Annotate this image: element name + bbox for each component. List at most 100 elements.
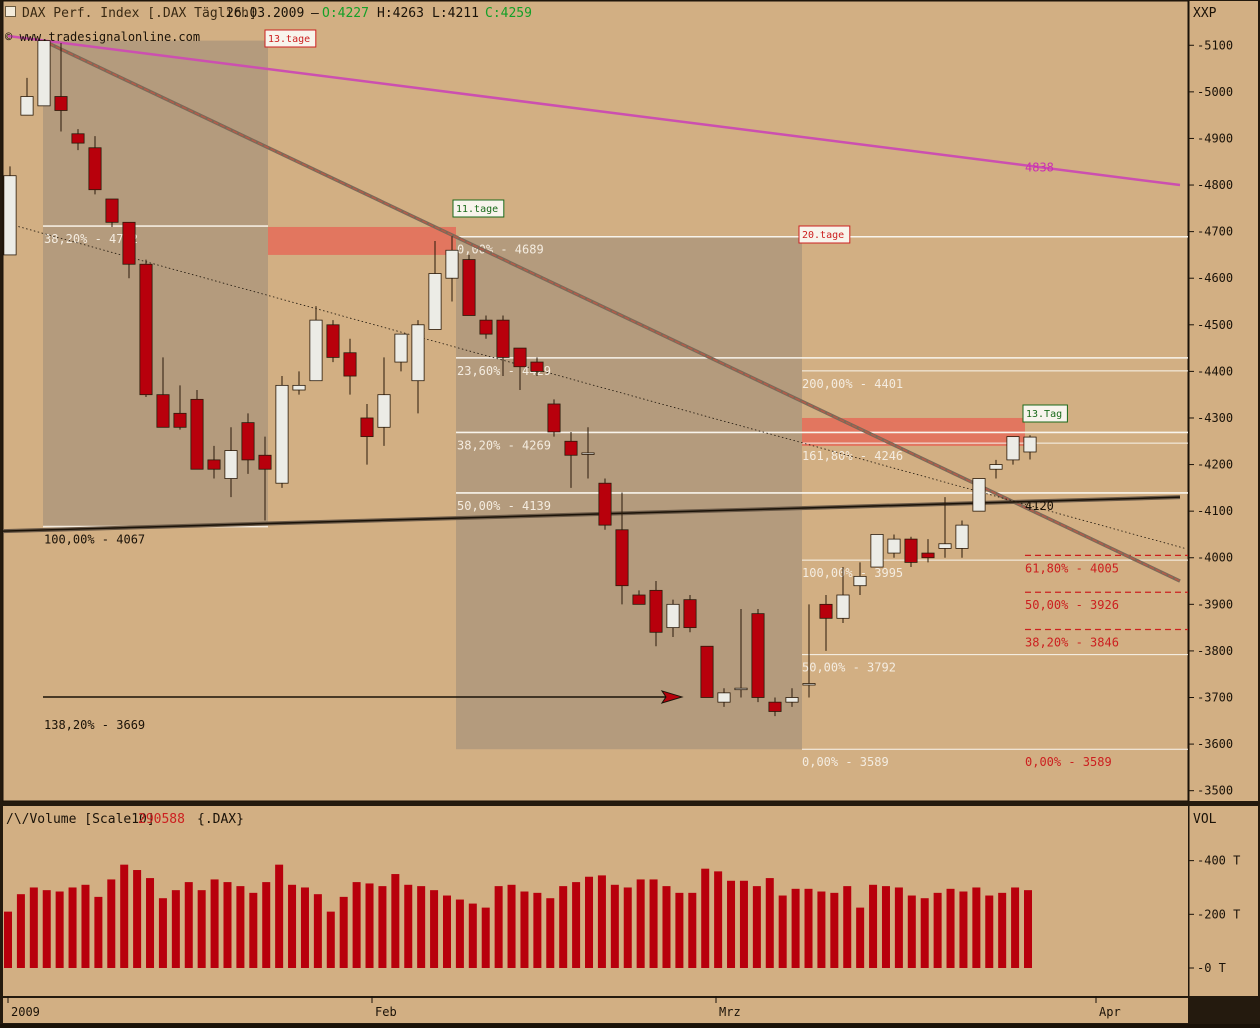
fib-label: 50,00% - 4139 <box>457 499 551 513</box>
volume-bar <box>339 896 348 968</box>
price-tick-label: -4200 <box>1197 458 1233 472</box>
volume-bar <box>3 911 13 968</box>
price-tick-label: -4700 <box>1197 225 1233 239</box>
price-tick-label: -5100 <box>1197 38 1233 52</box>
time-tick-label: 2009 <box>11 1005 40 1019</box>
fib-label: 138,20% - 3669 <box>44 718 145 732</box>
volume-bar <box>223 882 232 968</box>
candle-body <box>224 450 238 479</box>
volume-bar <box>120 864 129 968</box>
volume-bar <box>455 899 464 968</box>
volume-bar <box>623 887 632 968</box>
volume-bar <box>262 882 271 968</box>
time-axis: 2009 Feb Mrz Apr <box>7 996 1121 1019</box>
candle-body <box>3 175 17 256</box>
candle-body <box>802 683 816 686</box>
candle-body <box>785 697 799 703</box>
annotation-20tage-frame <box>798 225 851 244</box>
volume-bar <box>727 880 736 968</box>
trendline-downtrend-shadow <box>42 39 1181 583</box>
ohlc-low: L:4211 <box>432 6 479 21</box>
volume-bar <box>817 891 826 968</box>
price-tick-label: -4500 <box>1197 318 1233 332</box>
candle-body <box>190 398 204 470</box>
candlesticks <box>3 40 1037 717</box>
candle-body <box>20 96 34 116</box>
volume-bar <box>494 886 503 968</box>
candle-body <box>581 452 595 455</box>
volume-axis: -0 T -200 T -400 T <box>1188 806 1240 996</box>
candle-body <box>71 133 85 144</box>
header-dash: – <box>311 6 319 21</box>
volume-bar <box>739 880 748 968</box>
fib-label: 100,00% - 3995 <box>802 566 903 580</box>
window-control-box[interactable] <box>5 6 16 17</box>
volume-bar <box>158 898 167 968</box>
candle-body <box>938 543 952 549</box>
volume-bar <box>649 879 658 968</box>
volume-bar <box>701 868 710 968</box>
candle-body <box>734 687 748 691</box>
volume-bar <box>133 870 142 968</box>
candle-body <box>139 263 153 396</box>
candle-body <box>241 422 255 461</box>
price-tick-label: -4000 <box>1197 551 1233 565</box>
price-tick-label: -3700 <box>1197 691 1233 705</box>
candle-body <box>122 221 136 265</box>
volume-tick-label: -200 T <box>1197 907 1240 921</box>
volume-bar <box>236 886 245 968</box>
candle-body <box>207 459 221 470</box>
annotation-11tage: 11.tage <box>456 204 498 215</box>
volume-bar <box>481 907 490 968</box>
candle-body <box>309 319 323 382</box>
volume-bar <box>326 911 335 968</box>
volume-bar <box>920 898 929 968</box>
candle-body <box>394 333 408 363</box>
volume-bar <box>778 895 787 968</box>
volume-bar <box>94 896 103 968</box>
volume-bar <box>533 892 542 968</box>
candle-body <box>479 319 493 335</box>
time-tick-label: Mrz <box>719 1005 741 1019</box>
fib-label-red: 50,00% - 3926 <box>1025 598 1119 612</box>
volume-bar <box>391 874 400 968</box>
price-tick-label: -5000 <box>1197 85 1233 99</box>
candle-body <box>632 594 646 605</box>
volume-bar <box>933 892 942 968</box>
volume-bar <box>42 890 51 968</box>
volume-bar <box>675 892 684 968</box>
candle-body <box>887 538 901 554</box>
volume-bar <box>404 884 413 968</box>
trendline-dotted <box>2 221 1186 549</box>
candle-body <box>819 603 833 619</box>
volume-bar <box>442 895 451 968</box>
volume-bar <box>378 886 387 968</box>
candle-body <box>768 701 782 712</box>
annotation-20tage: 20.tage <box>802 230 844 241</box>
fib-label-red: 61,80% - 4005 <box>1025 561 1119 575</box>
volume-bar <box>249 892 258 968</box>
candle-body <box>751 613 765 698</box>
volume-bar <box>81 884 90 968</box>
volume-bar <box>171 890 180 968</box>
volume-bar <box>572 882 581 968</box>
candle-body <box>377 394 391 428</box>
volume-bar <box>843 886 852 968</box>
time-tick-label: Apr <box>1099 1005 1121 1019</box>
price-tick-label: -3600 <box>1197 737 1233 751</box>
price-tick-label: -4900 <box>1197 131 1233 145</box>
label-4838: 4838 <box>1025 160 1054 174</box>
volume-bar <box>29 887 38 968</box>
volume-bar <box>55 891 64 968</box>
volume-bar <box>68 887 77 968</box>
volume-bar <box>985 895 994 968</box>
volume-bar <box>107 879 116 968</box>
candle-body <box>666 603 680 629</box>
candle-body <box>37 40 51 107</box>
volume-bar <box>288 884 297 968</box>
volume-bar <box>830 892 839 968</box>
price-tick-label: -4400 <box>1197 364 1233 378</box>
ohlc-open: O:4227 <box>322 6 369 21</box>
